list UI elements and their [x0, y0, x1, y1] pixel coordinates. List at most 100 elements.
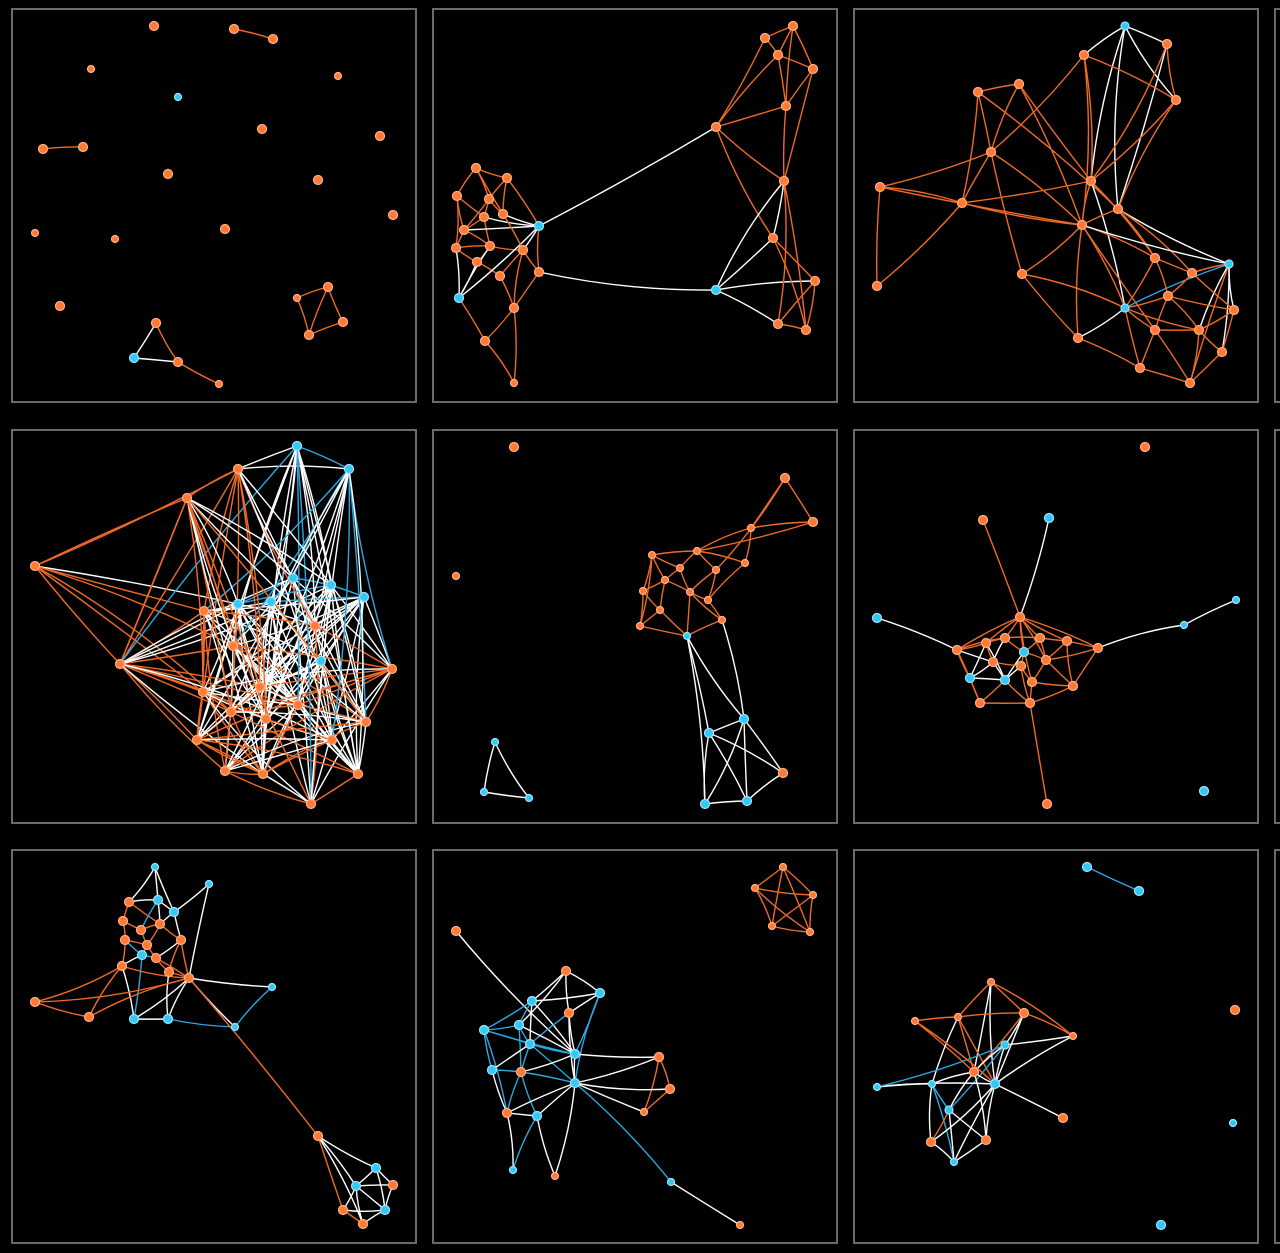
edge-white: [230, 468, 350, 713]
node-orange: [83, 1011, 95, 1023]
node-orange: [257, 768, 269, 780]
edge-white: [989, 981, 996, 1085]
node-orange: [660, 575, 670, 585]
node-orange: [750, 883, 760, 893]
node-orange: [1228, 304, 1240, 316]
node-orange: [214, 379, 224, 389]
edge-white: [953, 1083, 996, 1163]
edge-white: [186, 497, 267, 720]
edge-white: [297, 468, 350, 706]
node-orange: [653, 1051, 665, 1063]
edge-orange: [696, 527, 752, 552]
node-orange: [972, 86, 984, 98]
edge-white: [930, 1083, 996, 1143]
edge-orange: [750, 521, 814, 529]
node-orange: [638, 586, 648, 596]
edge-blue: [931, 1083, 955, 1163]
node-orange: [1024, 697, 1036, 709]
edge-white: [931, 1016, 959, 1085]
panel-frame: [11, 429, 417, 824]
edge-orange: [879, 151, 992, 188]
edge-white: [715, 237, 774, 291]
edge-orange: [1090, 99, 1177, 182]
edge-orange: [914, 1020, 996, 1085]
edge-blue: [876, 1044, 1006, 1088]
edge-blue: [348, 468, 367, 723]
node-blue: [370, 1162, 382, 1174]
edge-white: [463, 225, 540, 231]
edge-orange: [982, 519, 1021, 618]
node-blue: [871, 612, 883, 624]
edge-orange: [977, 91, 992, 153]
node-orange: [1161, 38, 1173, 50]
edge-orange: [715, 126, 774, 239]
node-orange: [451, 190, 463, 202]
node-orange: [267, 33, 279, 45]
edge-white: [265, 445, 298, 720]
edge-orange: [771, 894, 814, 927]
node-blue: [1000, 1040, 1010, 1050]
node-orange: [779, 472, 791, 484]
node-orange: [219, 223, 231, 235]
node-blue: [478, 1024, 490, 1036]
node-orange: [479, 335, 491, 347]
edge-orange: [876, 186, 881, 287]
node-orange: [953, 1012, 963, 1022]
panel-frame: [432, 429, 838, 824]
edge-orange: [1029, 702, 1048, 805]
edge-white: [531, 1000, 576, 1055]
node-orange: [114, 658, 126, 670]
node-orange: [1014, 611, 1026, 623]
node-blue: [379, 1204, 391, 1216]
edge-orange: [1124, 307, 1200, 331]
node-orange: [1067, 680, 1079, 692]
node-blue: [949, 1157, 959, 1167]
node-orange: [198, 605, 210, 617]
node-blue: [162, 1013, 174, 1025]
node-orange: [759, 32, 771, 44]
edge-orange: [1167, 295, 1235, 311]
node-blue: [150, 862, 160, 872]
edge-orange: [1083, 54, 1177, 101]
edge-orange: [783, 180, 807, 331]
edge-white: [237, 603, 264, 775]
node-orange: [780, 100, 792, 112]
edge-orange: [34, 965, 123, 1003]
edge-orange: [957, 1016, 996, 1085]
edge-orange: [237, 468, 261, 688]
node-orange: [509, 378, 519, 388]
edge-orange: [715, 37, 766, 128]
node-blue: [1133, 885, 1145, 897]
node-orange: [808, 890, 818, 900]
edge-white: [538, 271, 717, 291]
node-orange: [710, 121, 722, 133]
node-blue: [315, 655, 327, 667]
panel-frame: [11, 849, 417, 1244]
panel-frame: [853, 849, 1259, 1244]
edge-white: [188, 977, 273, 988]
edge-white: [230, 711, 367, 723]
edge-blue: [133, 954, 143, 1020]
node-blue: [524, 793, 534, 803]
edge-orange: [1021, 224, 1083, 275]
edge-white: [1117, 43, 1168, 210]
node-orange: [312, 174, 324, 186]
edge-white: [973, 981, 992, 1073]
node-orange: [387, 1179, 399, 1191]
edge-white: [455, 930, 576, 1055]
edge-white: [518, 970, 567, 1026]
node-orange: [675, 563, 685, 573]
edge-orange: [196, 739, 359, 775]
node-blue: [1224, 259, 1234, 269]
edge-white: [708, 732, 784, 774]
node-orange: [219, 765, 231, 777]
node-orange: [1149, 324, 1161, 336]
edge-white: [973, 1071, 987, 1141]
edge-orange: [1124, 307, 1141, 369]
node-orange: [1061, 635, 1073, 647]
node-orange: [871, 280, 883, 292]
node-orange: [1092, 642, 1104, 654]
node-orange: [292, 293, 302, 303]
node-orange: [148, 20, 160, 32]
edge-orange: [186, 497, 312, 805]
